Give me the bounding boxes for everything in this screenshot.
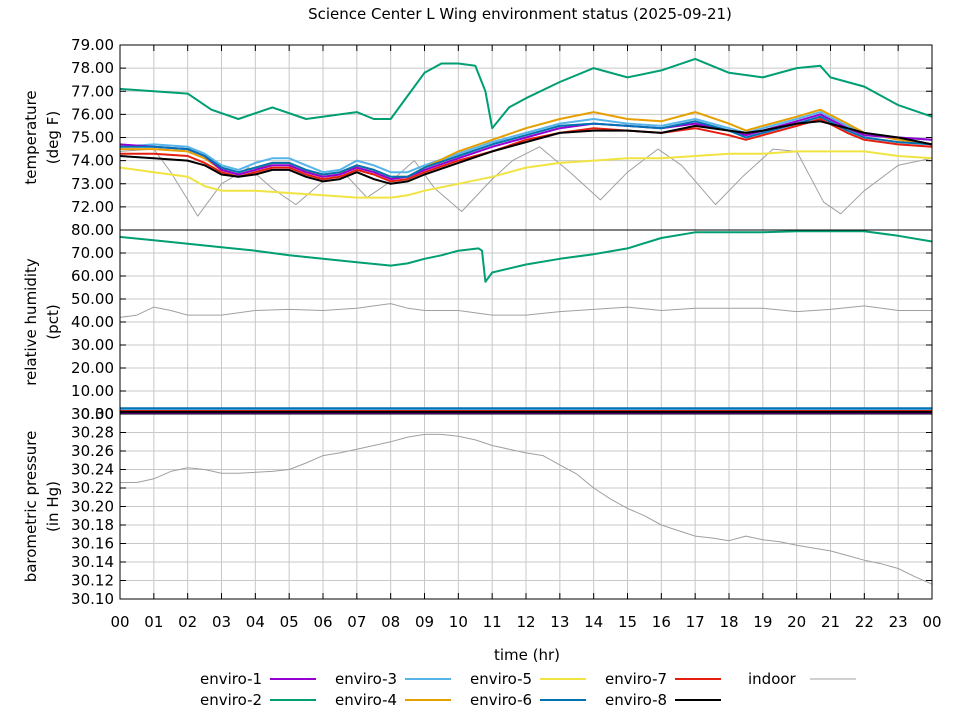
legend-item: enviro-3 bbox=[335, 670, 451, 688]
y-tick-label: 72.00 bbox=[71, 198, 114, 216]
y-axis-label-line1: barometric pressure bbox=[22, 431, 40, 583]
x-tick-label: 14 bbox=[584, 613, 603, 631]
x-tick-label: 23 bbox=[889, 613, 908, 631]
y-tick-label: 50.00 bbox=[71, 290, 114, 308]
y-tick-label: 75.00 bbox=[71, 129, 114, 147]
x-tick-label: 10 bbox=[449, 613, 468, 631]
legend: enviro-1 enviro-2 enviro-3 enviro-4 enviro-5… bbox=[200, 670, 856, 709]
y-tick-label: 30.24 bbox=[71, 461, 114, 479]
x-tick-label: 21 bbox=[821, 613, 840, 631]
legend-item: enviro-7 bbox=[605, 670, 721, 688]
x-tick-label: 00 bbox=[110, 613, 129, 631]
y-axis-label-line2: (in Hg) bbox=[44, 481, 62, 532]
legend-label: enviro-2 bbox=[200, 691, 262, 709]
x-tick-label: 05 bbox=[280, 613, 299, 631]
legend-item: enviro-1 bbox=[200, 670, 316, 688]
y-tick-label: 70.00 bbox=[71, 244, 114, 262]
legend-label: enviro-1 bbox=[200, 670, 262, 688]
y-tick-label: 60.00 bbox=[71, 267, 114, 285]
y-tick-label: 20.00 bbox=[71, 359, 114, 377]
y-tick-label: 76.00 bbox=[71, 105, 114, 123]
legend-item: enviro-2 bbox=[200, 691, 316, 709]
y-tick-label: 30.30 bbox=[71, 405, 114, 423]
x-tick-label: 16 bbox=[652, 613, 671, 631]
series-line-enviro-7 bbox=[120, 118, 933, 183]
y-tick-label: 77.00 bbox=[71, 82, 114, 100]
legend-item: indoor bbox=[748, 670, 856, 688]
x-tick-label: 03 bbox=[212, 613, 231, 631]
x-tick-label: 17 bbox=[686, 613, 705, 631]
legend-label: enviro-7 bbox=[605, 670, 667, 688]
x-tick-label: 06 bbox=[313, 613, 332, 631]
panel-1: 72.00 73.00 74.00 75.00 76.00 77.00 78.00 79.00… bbox=[22, 36, 933, 231]
y-axis-label-line1: relative humidity bbox=[22, 258, 40, 386]
x-tick-label: 01 bbox=[144, 613, 163, 631]
series-line-indoor bbox=[119, 303, 932, 318]
y-tick-label: 80.00 bbox=[71, 221, 114, 239]
legend-label: enviro-3 bbox=[335, 670, 397, 688]
y-tick-label: 30.10 bbox=[71, 590, 114, 608]
y-tick-label: 74.00 bbox=[71, 152, 114, 170]
x-axis-label: time (hr) bbox=[494, 646, 560, 664]
x-tick-label: 20 bbox=[787, 613, 806, 631]
y-axis-label-line2: (deg F) bbox=[44, 111, 62, 164]
legend-label: indoor bbox=[748, 670, 797, 688]
x-tick-label: 22 bbox=[855, 613, 874, 631]
y-tick-label: 30.22 bbox=[71, 479, 114, 497]
x-tick-label: 15 bbox=[618, 613, 637, 631]
y-tick-label: 30.14 bbox=[71, 553, 114, 571]
x-tick-label: 19 bbox=[753, 613, 772, 631]
y-axis-label-line2: (pct) bbox=[44, 304, 62, 339]
x-tick-label: 09 bbox=[415, 613, 434, 631]
panel-3: 30.1030.1230.1430.1630.1830.2030.2230.24… bbox=[22, 405, 933, 608]
y-tick-label: 0.00 bbox=[81, 405, 114, 423]
y-axis-label: temperature (deg F) bbox=[22, 90, 62, 184]
chart-title: Science Center L Wing environment status… bbox=[308, 5, 732, 23]
legend-label: enviro-4 bbox=[335, 691, 397, 709]
x-tick-label: 13 bbox=[550, 613, 569, 631]
panel-2: 0.00 10.00 20.00 30.00 40.00 50.00 60.00 70.00 8… bbox=[22, 221, 933, 423]
y-tick-label: 30.20 bbox=[71, 498, 114, 516]
series-line-enviro-2 bbox=[119, 57, 933, 130]
legend-item: enviro-8 bbox=[605, 691, 721, 709]
x-tick-label: 12 bbox=[516, 613, 535, 631]
x-tick-label: 04 bbox=[246, 613, 265, 631]
y-tick-label: 30.00 bbox=[71, 336, 114, 354]
y-axis-label: barometric pressure (in Hg) bbox=[22, 431, 62, 583]
x-tick-label: 02 bbox=[178, 613, 197, 631]
x-tick-label: 11 bbox=[483, 613, 502, 631]
x-tick-label: 07 bbox=[347, 613, 366, 631]
legend-label: enviro-5 bbox=[470, 670, 532, 688]
x-tick-label: 08 bbox=[381, 613, 400, 631]
series-line-enviro-8 bbox=[119, 120, 933, 185]
y-tick-label: 30.12 bbox=[71, 572, 114, 590]
y-tick-label: 30.18 bbox=[71, 516, 114, 534]
legend-label: enviro-6 bbox=[470, 691, 532, 709]
legend-item: enviro-6 bbox=[470, 691, 586, 709]
legend-item: enviro-4 bbox=[335, 691, 451, 709]
y-tick-label: 78.00 bbox=[71, 59, 114, 77]
series-line-enviro-1 bbox=[119, 113, 933, 181]
y-axis-label-line1: temperature bbox=[22, 90, 40, 184]
x-tick-label: 18 bbox=[719, 613, 738, 631]
y-tick-label: 30.16 bbox=[71, 535, 114, 553]
y-tick-label: 40.00 bbox=[71, 313, 114, 331]
series-line-indoor bbox=[120, 433, 933, 585]
series-line-enviro-5 bbox=[119, 150, 933, 199]
y-tick-label: 30.26 bbox=[71, 442, 114, 460]
series-line-enviro-2 bbox=[119, 230, 933, 283]
series-line-enviro-6 bbox=[120, 115, 933, 178]
y-tick-label: 10.00 bbox=[71, 382, 114, 400]
y-tick-label: 79.00 bbox=[71, 36, 114, 54]
x-tick-label: 00 bbox=[922, 613, 941, 631]
y-tick-label: 73.00 bbox=[71, 175, 114, 193]
legend-label: enviro-8 bbox=[605, 691, 667, 709]
y-axis-label: relative humidity (pct) bbox=[22, 258, 62, 386]
legend-item: enviro-5 bbox=[470, 670, 586, 688]
y-tick-label: 30.28 bbox=[71, 424, 114, 442]
